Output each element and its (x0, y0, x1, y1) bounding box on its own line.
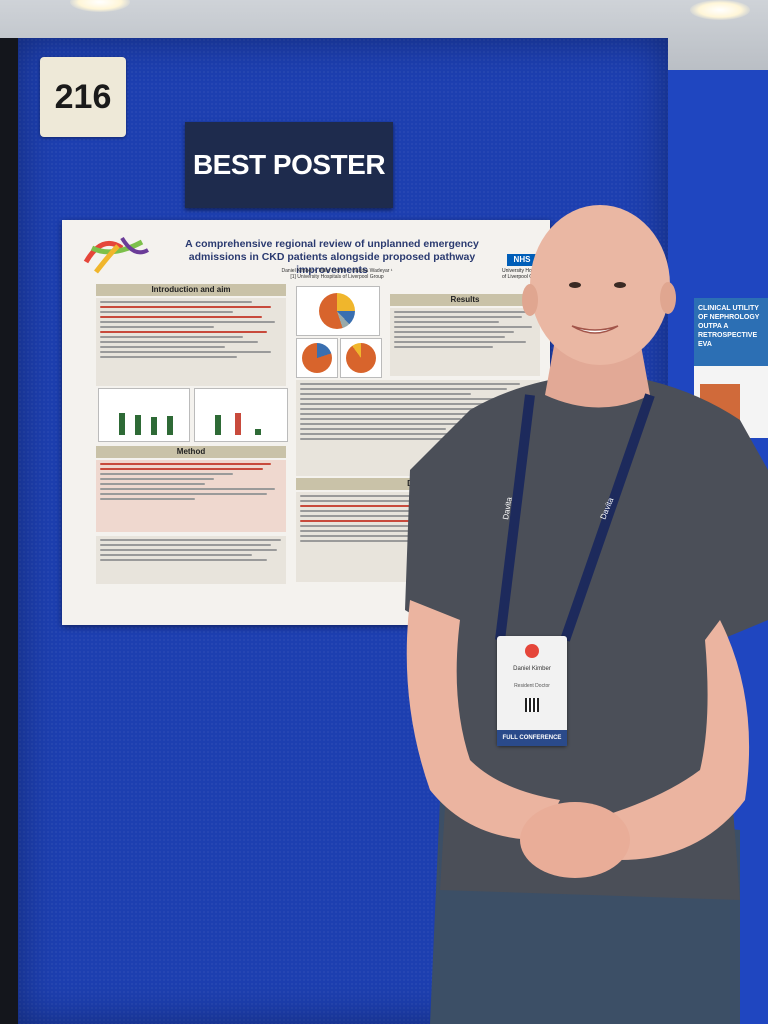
intro-heading: Introduction and aim (96, 284, 286, 296)
poster-title: A comprehensive regional review of unpla… (185, 238, 479, 276)
t-shirt (405, 372, 768, 900)
lanyard-text: Davita (501, 496, 514, 520)
arm-right (590, 620, 750, 860)
booth-number-card: 216 (40, 57, 126, 137)
method-heading: Method (96, 446, 286, 458)
nhs-logo: NHS (507, 254, 537, 266)
lanyard-right (560, 393, 655, 642)
author-affiliation: [1] University Hospitals of Liverpool Gr… (290, 274, 384, 280)
eye-right (614, 282, 626, 288)
head (530, 205, 670, 365)
badge-role: Resident Doctor (514, 683, 550, 689)
lanyard-left (495, 394, 535, 641)
adjacent-poster: CLINICAL UTILITY OF NEPHROLOGY OUTPA A R… (694, 298, 768, 438)
eye-left (569, 282, 581, 288)
references-body (96, 536, 286, 584)
hands (520, 802, 630, 878)
qr-code-icon (525, 698, 539, 712)
author-list: Daniel Kimber ¹, Millie Prome ¹, Harsha … (281, 268, 393, 274)
badge-logo-icon (525, 644, 539, 658)
results-body (390, 308, 540, 376)
pie-chart-main (296, 286, 380, 336)
badge-footer: FULL CONFERENCE (497, 730, 567, 746)
ear-right (660, 282, 676, 314)
pie-chart-small-1 (296, 338, 338, 378)
ear-left (522, 284, 538, 316)
smile (571, 325, 619, 334)
institution-name: University Hospitals of Liverpool Group (502, 268, 546, 280)
method-body (96, 460, 286, 532)
poster-logo-icon (83, 236, 149, 274)
badge-name: Daniel Kimber (513, 666, 551, 672)
intro-body (96, 298, 286, 386)
pie-chart-small-2 (340, 338, 382, 378)
conference-badge: Daniel Kimber Resident Doctor FULL CONFE… (497, 636, 567, 746)
bar-chart-right (194, 388, 288, 442)
results-heading: Results (390, 294, 540, 306)
poster-authors: Daniel Kimber ¹, Millie Prome ¹, Harsha … (212, 268, 462, 280)
arm-left (406, 600, 560, 840)
ceiling-light (690, 0, 750, 20)
bar-chart-left (98, 388, 190, 442)
ceiling-light (70, 0, 130, 12)
adjacent-poster-title: CLINICAL UTILITY OF NEPHROLOGY OUTPA A R… (694, 298, 768, 366)
best-poster-sign: BEST POSTER (185, 122, 393, 208)
board-frame (0, 38, 20, 1024)
